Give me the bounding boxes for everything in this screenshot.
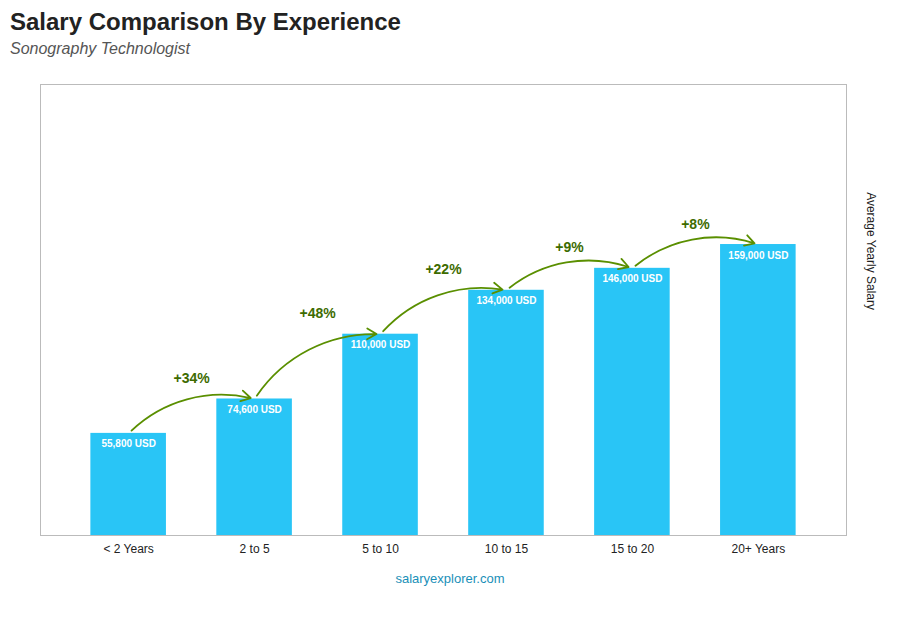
svg-text:< 2 Years: < 2 Years bbox=[103, 542, 153, 556]
html-text:Sonography Technologist: Sonography Technologist bbox=[10, 40, 190, 57]
svg-text:55,800 USD: 55,800 USD bbox=[101, 438, 155, 449]
html-text:salaryexplorer.com: salaryexplorer.com bbox=[395, 571, 505, 586]
svg-text:20+ Years: 20+ Years bbox=[731, 542, 785, 556]
svg-text:134,000 USD: 134,000 USD bbox=[476, 295, 536, 306]
svg-text:+8%: +8% bbox=[681, 216, 710, 232]
svg-text:110,000 USD: 110,000 USD bbox=[351, 339, 411, 350]
svg-text:+22%: +22% bbox=[425, 261, 462, 277]
svg-text:2 to 5: 2 to 5 bbox=[240, 542, 270, 556]
svg-text:146,000 USD: 146,000 USD bbox=[602, 273, 662, 284]
svg-text:+34%: +34% bbox=[174, 370, 211, 386]
svg-text:10 to 15: 10 to 15 bbox=[485, 542, 529, 556]
svg-text:+48%: +48% bbox=[299, 305, 336, 321]
svg-text:5 to 10: 5 to 10 bbox=[362, 542, 399, 556]
svg-text:Average Yearly Salary: Average Yearly Salary bbox=[864, 192, 878, 310]
html-text:Salary Comparison By Experienc: Salary Comparison By Experience bbox=[10, 8, 401, 35]
svg-text:74,600 USD: 74,600 USD bbox=[227, 404, 281, 415]
svg-text:15 to 20: 15 to 20 bbox=[611, 542, 655, 556]
svg-text:+9%: +9% bbox=[555, 239, 584, 255]
svg-text:159,000 USD: 159,000 USD bbox=[728, 250, 788, 261]
